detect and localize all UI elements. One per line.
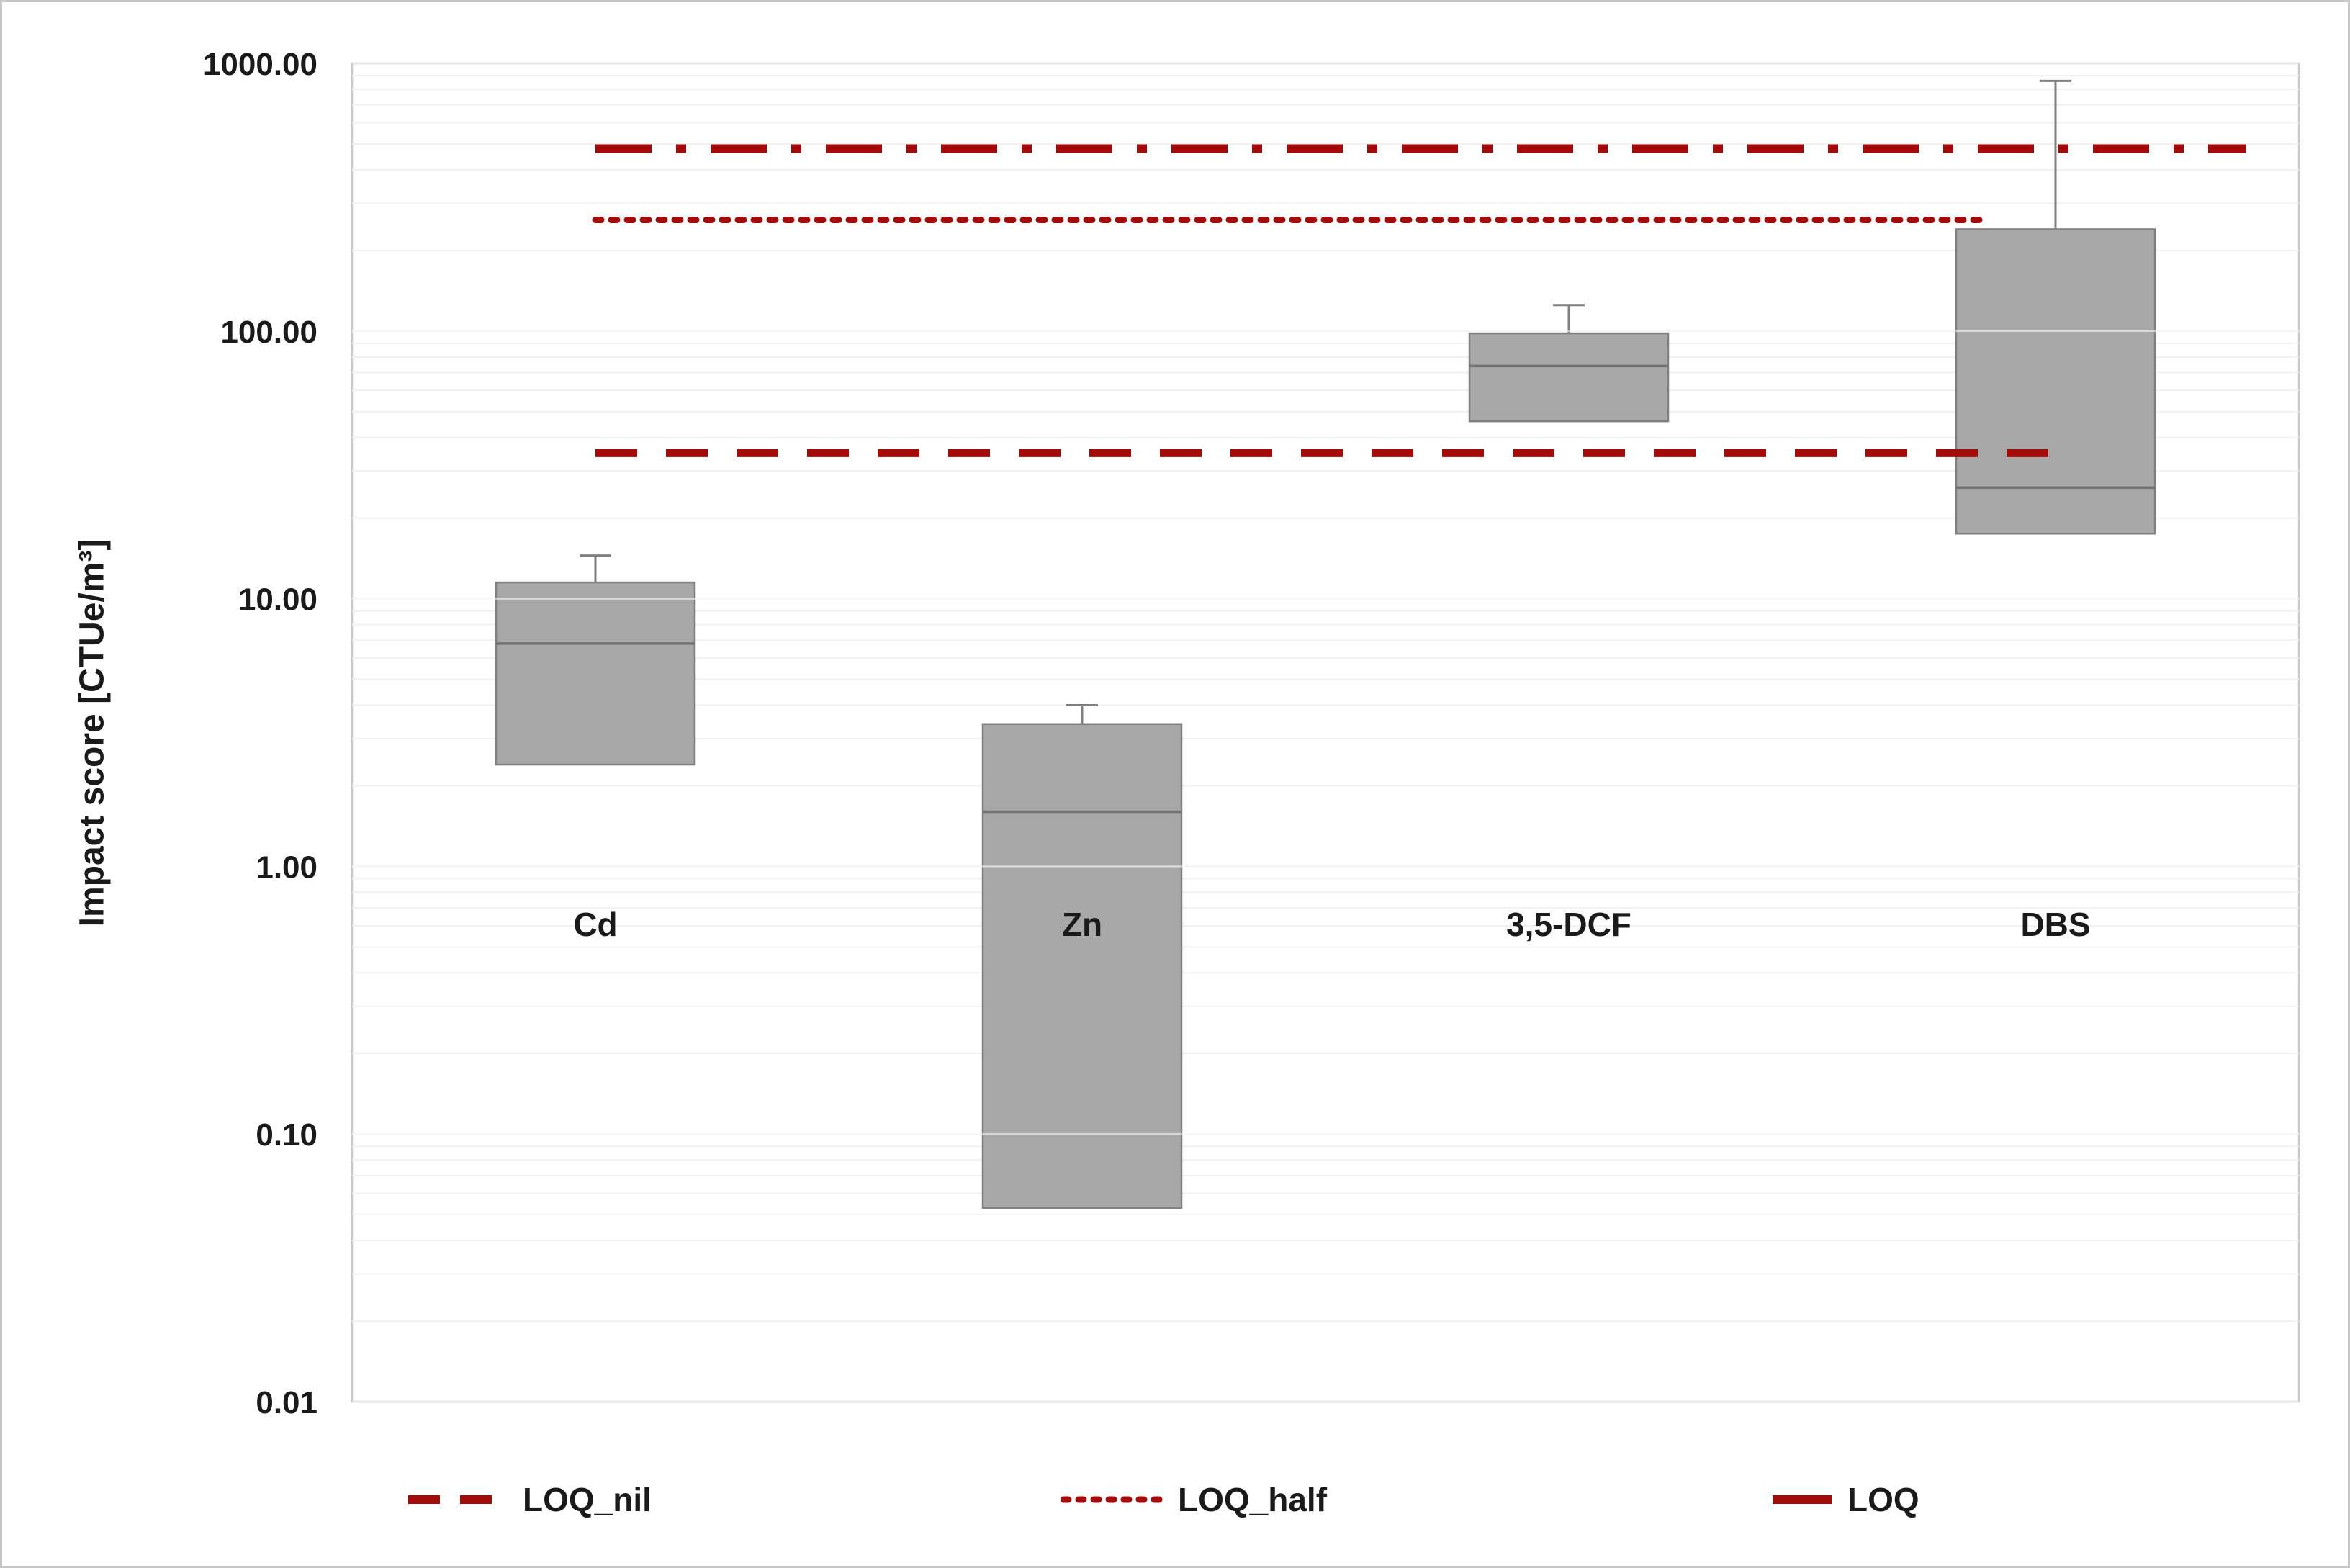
legend-line-sample-dashed bbox=[408, 1495, 507, 1504]
legend-label: LOQ_half bbox=[1178, 1481, 1328, 1518]
y-tick-label: 0.10 bbox=[256, 1117, 318, 1153]
box-DBS bbox=[1955, 228, 2156, 535]
box-Zn bbox=[981, 723, 1183, 1209]
legend-line-sample-solid bbox=[1773, 1495, 1832, 1504]
y-tick-label: 1.00 bbox=[256, 850, 318, 885]
y-axis-title: Impact score [CTUe/m³] bbox=[73, 539, 112, 927]
legend-label: LOQ bbox=[1847, 1481, 1919, 1518]
legend-entry-LOQ_nil: LOQ_nil bbox=[405, 1467, 652, 1532]
legend-line-sample-dotted bbox=[1061, 1496, 1165, 1503]
y-tick-label: 0.01 bbox=[256, 1385, 318, 1420]
y-tick-label: 10.00 bbox=[238, 582, 318, 618]
category-label-DBS: DBS bbox=[2020, 906, 2090, 943]
legend-entry-LOQ_half: LOQ_half bbox=[1061, 1467, 1327, 1532]
legend-entry-LOQ: LOQ bbox=[1770, 1467, 1919, 1532]
legend: LOQ_nil LOQ_half LOQ bbox=[2, 1467, 2348, 1532]
box-3,5-DCF bbox=[1468, 332, 1670, 423]
y-tick-label: 1000.00 bbox=[203, 47, 318, 82]
category-label-3,5-DCF: 3,5-DCF bbox=[1506, 906, 1631, 943]
y-tick-label: 100.00 bbox=[220, 315, 318, 350]
category-label-Cd: Cd bbox=[573, 906, 617, 943]
legend-label: LOQ_nil bbox=[523, 1481, 652, 1518]
box-Cd bbox=[495, 581, 696, 766]
category-label-Zn: Zn bbox=[1062, 906, 1102, 943]
